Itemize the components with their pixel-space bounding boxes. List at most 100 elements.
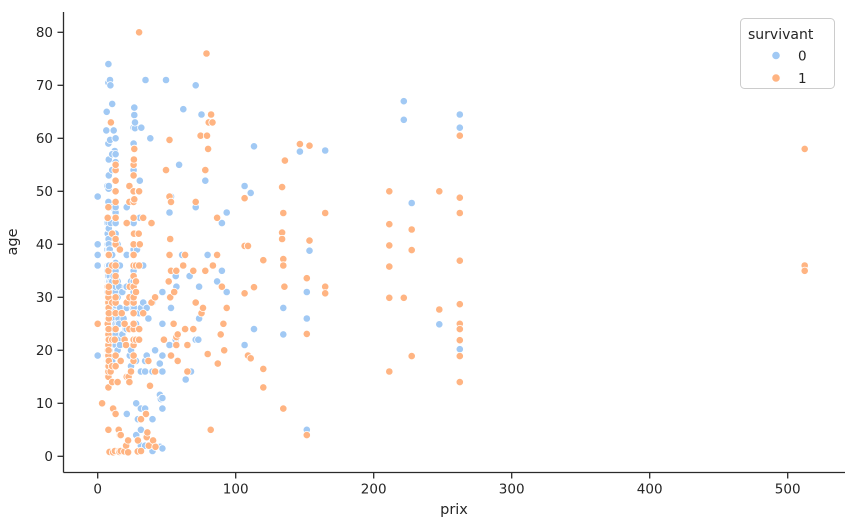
scatter-point-survivant-0 [106,81,115,90]
y-tick-label: 50 [36,184,53,200]
scatter-point-survivant-1 [213,250,222,259]
scatter-point-survivant-1 [172,340,181,350]
scatter-point-survivant-0 [102,107,111,116]
scatter-point-survivant-0 [144,314,153,323]
scatter-point-survivant-1 [455,324,464,334]
scatter-point-survivant-0 [175,160,184,169]
scatter-point-survivant-0 [279,330,288,339]
scatter-point-survivant-1 [321,208,330,218]
scatter-point-survivant-1 [116,430,125,440]
scatter-point-survivant-0 [165,208,174,217]
scatter-point-survivant-0 [158,393,167,403]
scatter-point-survivant-1 [435,187,444,196]
legend-item-0: 0 [771,49,807,65]
legend-title: survivant [748,27,814,43]
scatter-point-survivant-1 [399,293,408,302]
scatter-point-survivant-1 [280,156,289,165]
scatter-point-survivant-1 [455,193,464,202]
scatter-point-survivant-0 [240,181,249,191]
scatter-point-survivant-1 [165,135,174,144]
scatter-point-survivant-0 [102,126,111,135]
scatter-point-survivant-1 [135,324,144,334]
scatter-point-survivant-1 [173,330,182,339]
scatter-point-survivant-1 [139,309,148,318]
scatter-point-survivant-1 [166,234,175,244]
scatter-point-survivant-0 [93,192,102,201]
scatter-point-survivant-1 [126,367,136,376]
scatter-point-survivant-0 [399,115,408,124]
scatter-point-survivant-1 [164,277,173,286]
y-tick-label: 0 [44,449,53,465]
scatter-point-survivant-1 [181,250,190,259]
scatter-point-survivant-0 [399,97,408,106]
scatter-point-survivant-1 [124,448,133,457]
scatter-point-survivant-0 [222,287,231,297]
scatter-point-survivant-1 [129,309,138,318]
scatter-point-survivant-1 [129,213,138,222]
scatter-point-survivant-0 [111,150,120,159]
scatter-point-survivant-0 [240,340,249,350]
scatter-point-survivant-0 [104,59,113,69]
scatter-point-survivant-1 [104,324,113,334]
scatter-point-survivant-0 [295,147,304,156]
scatter-point-survivant-0 [148,415,157,424]
scatter-point-survivant-1 [116,356,125,365]
scatter-point-survivant-0 [222,208,231,217]
scatter-point-survivant-1 [130,195,139,204]
legend-item-0-label: 0 [798,49,807,65]
scatter-point-survivant-0 [130,103,139,112]
x-tick-label: 0 [93,482,102,498]
scatter-point-survivant-0 [305,246,314,255]
scatter-point-survivant-1 [133,436,142,445]
scatter-point-survivant-0 [122,409,131,418]
scatter-point-survivant-1 [170,287,179,297]
scatter-point-survivant-1 [135,28,144,37]
scatter-point-survivant-0 [302,287,311,297]
scatter-point-survivant-1 [161,166,171,175]
scatter-point-survivant-0 [302,314,311,323]
scatter-point-survivant-0 [141,367,150,376]
scatter-point-survivant-1 [173,356,182,365]
scatter-point-survivant-1 [385,293,394,302]
scatter-point-survivant-1 [145,381,155,390]
scatter-point-survivant-1 [125,377,134,387]
scatter-point-survivant-1 [191,197,200,206]
scatter-point-survivant-1 [110,335,119,344]
scatter-point-survivant-0 [130,110,139,120]
scatter-point-survivant-1 [120,319,129,328]
scatter-point-survivant-1 [111,271,120,281]
scatter-point-survivant-0 [93,261,102,270]
scatter-point-survivant-1 [385,220,394,229]
scatter-point-survivant-1 [166,351,176,360]
x-tick-label: 200 [361,482,387,498]
x-tick-label: 100 [223,482,249,498]
scatter-point-survivant-0 [132,399,141,408]
scatter-point-survivant-1 [213,359,222,368]
scatter-point-survivant-0 [407,198,416,208]
x-tick-label: 400 [637,482,663,498]
scatter-point-survivant-1 [134,229,143,238]
scatter-point-survivant-1 [98,399,107,408]
scatter-point-survivant-0 [191,81,200,90]
scatter-point-survivant-0 [158,367,167,376]
scatter-point-survivant-1 [305,236,314,245]
scatter-point-survivant-1 [115,245,125,254]
scatter-point-survivant-1 [136,446,146,456]
scatter-point-survivant-1 [385,367,394,376]
scatter-point-survivant-1 [201,166,210,175]
scatter-point-survivant-1 [103,213,112,222]
scatter-point-survivant-0 [93,351,102,360]
scatter-point-survivant-1 [385,262,394,271]
scatter-point-survivant-1 [104,250,113,259]
scatter-point-survivant-1 [183,367,192,376]
scatter-point-survivant-1 [124,436,133,445]
scatter-point-survivant-0 [217,266,226,275]
scatter-point-survivant-1 [220,346,229,355]
scatter-point-survivant-1 [93,319,102,328]
scatter-point-survivant-0 [455,110,464,119]
scatter-point-survivant-0 [108,99,117,109]
scatter-point-survivant-0 [137,123,146,132]
scatter-point-survivant-1 [111,293,120,302]
scatter-point-survivant-0 [249,324,259,334]
